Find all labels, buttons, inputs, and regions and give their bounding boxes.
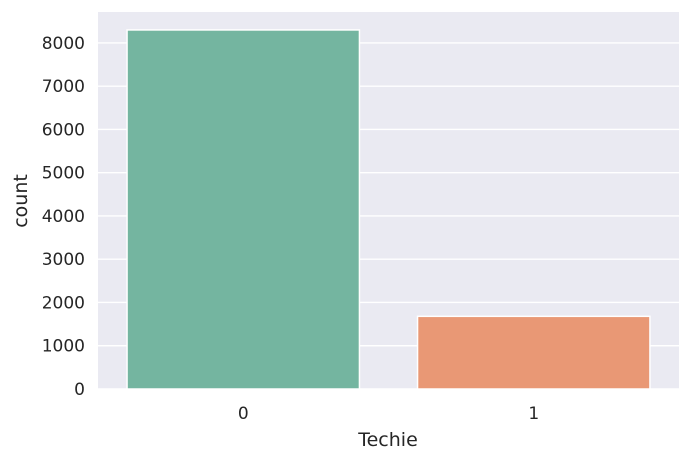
y-tick-label: 5000	[42, 164, 85, 184]
bar-1	[416, 315, 651, 390]
y-axis-ticks: 0 1000 2000 3000 4000 5000 6000 7000 8000	[42, 34, 85, 400]
x-axis-label: Techie	[357, 429, 418, 451]
x-tick-label: 1	[528, 404, 539, 424]
bar-0	[126, 29, 361, 390]
y-tick-label: 2000	[42, 293, 85, 313]
x-tick-label: 0	[238, 404, 249, 424]
y-tick-label: 0	[74, 380, 85, 400]
y-axis-label: count	[10, 174, 32, 228]
y-tick-label: 8000	[42, 34, 85, 54]
y-tick-label: 1000	[42, 337, 85, 357]
y-tick-label: 7000	[42, 77, 85, 97]
y-tick-label: 4000	[42, 207, 85, 227]
y-tick-label: 6000	[42, 120, 85, 140]
bars	[126, 29, 651, 390]
y-tick-label: 3000	[42, 250, 85, 270]
